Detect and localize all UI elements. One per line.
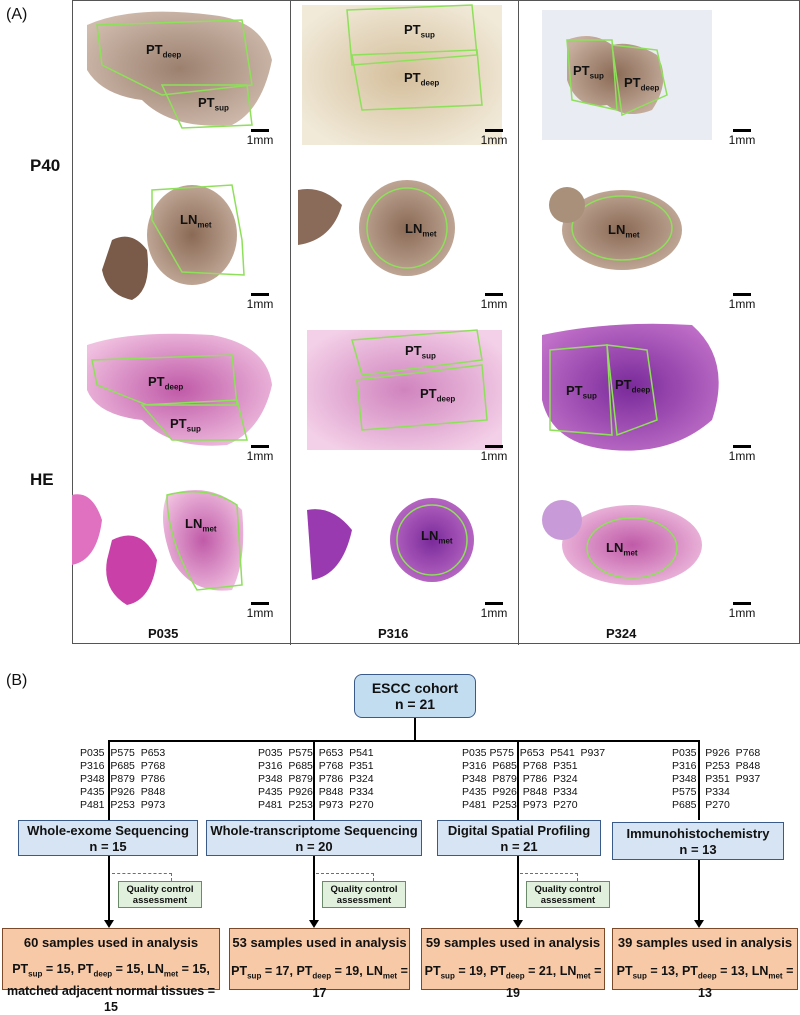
label-ln-met: LNmet [185,516,217,534]
qc-connector [171,873,172,881]
scale-bar: 1mm [240,293,280,311]
label-pt-deep: PTdeep [420,386,456,404]
scale-bar: 1mm [722,602,762,620]
label-pt-sup: PTsup [573,63,604,81]
method-box-ihc: Immunohistochemistry n = 13 [612,822,784,860]
connector [108,856,110,926]
label-pt-deep: PTdeep [148,374,184,392]
label-ln-met: LNmet [606,540,638,558]
scale-bar: 1mm [722,445,762,463]
label-pt-sup: PTsup [198,95,229,113]
connector [313,856,315,926]
scale-bar: 1mm [722,129,762,147]
connector [517,740,519,820]
scale-bar: 1mm [240,129,280,147]
connector [517,856,519,926]
label-ln-met: LNmet [405,221,437,239]
scale-bar: 1mm [474,602,514,620]
grid-divider [290,1,291,645]
patient-label: P324 [606,626,637,641]
scale-bar: 1mm [240,445,280,463]
method-box-wes: Whole-exome Sequencing n = 15 [18,820,198,856]
scale-bar: 1mm [722,293,762,311]
qc-connector [373,873,374,881]
sample-id-list: P035 P575 P653 P541 P937 P316 P685 P768 … [462,747,606,811]
result-box-wes: 60 samples used in analysis PTsup = 15, … [2,928,220,1014]
histology-images [72,4,719,605]
qc-connector [520,873,578,874]
result-box-dsp: 59 samples used in analysis PTsup = 19, … [421,928,605,1000]
cohort-title: ESCC cohort [371,680,459,696]
arrowheads [104,920,704,928]
scale-bar: 1mm [474,129,514,147]
patient-label: P035 [148,626,179,641]
connector [414,718,416,740]
scale-bar: 1mm [474,445,514,463]
qc-connector [112,873,172,874]
label-pt-deep: PTdeep [615,377,651,395]
sample-id-list: P035 P926 P768 P316 P253 P848 P348 P351 … [672,747,761,811]
scale-bar: 1mm [240,602,280,620]
cohort-box: ESCC cohort n = 21 [354,674,476,718]
sample-id-list: P035 P575 P653 P316 P685 P768 P348 P879 … [80,747,166,811]
result-box-wts: 53 samples used in analysis PTsup = 17, … [229,928,410,1000]
method-box-dsp: Digital Spatial Profiling n = 21 [437,820,601,856]
row-label-p40: P40 [30,156,61,175]
label-pt-sup: PTsup [405,343,436,361]
connector [698,860,700,926]
grid-divider [518,1,519,645]
label-pt-deep: PTdeep [404,70,440,88]
method-box-wts: Whole-transcriptome Sequencing n = 20 [206,820,422,856]
qc-box: Quality control assessment [118,881,202,908]
panel-a-label: (A) [6,6,28,23]
result-box-ihc: 39 samples used in analysis PTsup = 13, … [612,928,798,1000]
label-ln-met: LNmet [608,222,640,240]
label-pt-sup: PTsup [404,22,435,40]
connector [108,740,110,820]
connector [698,740,700,820]
scale-bar: 1mm [474,293,514,311]
label-ln-met: LNmet [180,212,212,230]
qc-box: Quality control assessment [322,881,406,908]
label-pt-sup: PTsup [566,383,597,401]
label-ln-met: LNmet [421,528,453,546]
row-label-he: HE [30,470,54,489]
label-pt-sup: PTsup [170,416,201,434]
connector [108,740,699,742]
connector [313,740,315,820]
qc-box: Quality control assessment [526,881,610,908]
patient-label: P316 [378,626,409,641]
sample-id-list: P035 P575 P653 P541 P316 P685 P768 P351 … [258,747,374,811]
cohort-n: n = 21 [394,696,436,712]
panel-b-label: (B) [6,672,28,689]
label-pt-deep: PTdeep [624,75,660,93]
label-pt-deep: PTdeep [146,42,182,60]
qc-connector [316,873,374,874]
qc-connector [577,873,578,881]
